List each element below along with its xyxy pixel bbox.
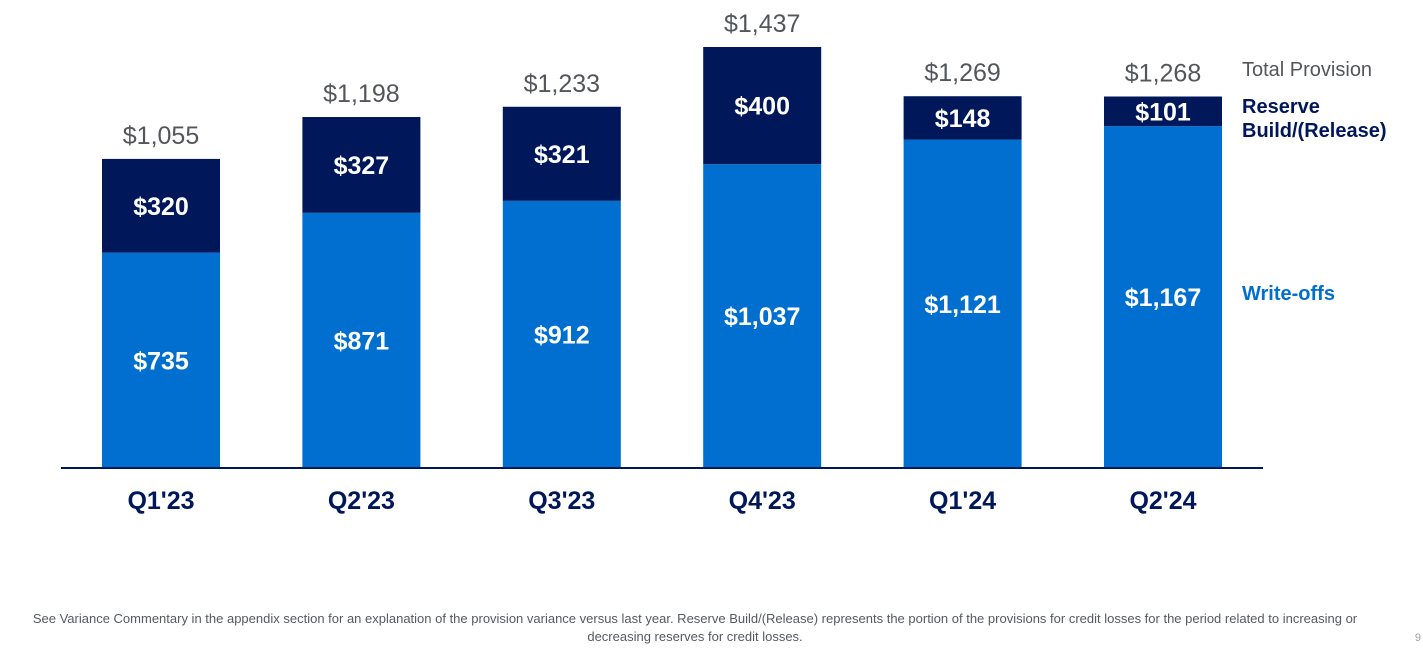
label-reserve: $321 xyxy=(534,141,590,169)
label-write-offs: $1,121 xyxy=(924,291,1001,319)
bar-write-offs xyxy=(903,139,1022,468)
category-tick-label: Q2'24 xyxy=(1129,487,1196,515)
bar-write-offs xyxy=(102,252,220,468)
legend: Total Provision Reserve Build/(Release) … xyxy=(1242,59,1386,305)
label-reserve: $400 xyxy=(734,93,790,121)
bar-write-offs xyxy=(1104,126,1222,468)
label-total: $1,198 xyxy=(323,80,399,108)
label-reserve: $320 xyxy=(133,193,189,221)
label-total: $1,233 xyxy=(524,70,600,98)
bars-layer xyxy=(102,47,1222,468)
category-tick-label: Q1'24 xyxy=(929,487,996,515)
footnote: See Variance Commentary in the appendix … xyxy=(32,611,1358,644)
label-write-offs: $735 xyxy=(133,347,189,375)
label-reserve: $148 xyxy=(935,105,991,133)
category-tick-label: Q4'23 xyxy=(729,487,796,515)
bar-reserve xyxy=(302,117,421,213)
label-write-offs: $1,167 xyxy=(1125,284,1201,312)
category-tick-label: Q2'23 xyxy=(328,487,395,515)
label-write-offs: $1,037 xyxy=(724,303,800,331)
category-tick-label: Q1'23 xyxy=(127,487,194,515)
label-total: $1,268 xyxy=(1125,60,1201,88)
provision-chart: $735 $320 $1,055 Q1'23 $871 $327 $1,198 Q2'23 $9… xyxy=(61,10,1386,515)
legend-write-offs: Write-offs xyxy=(1242,283,1335,305)
label-write-offs: $871 xyxy=(334,327,390,355)
bar-write-offs xyxy=(302,212,421,468)
category-tick-label: Q3'23 xyxy=(528,487,595,515)
labels-layer: $735 $320 $1,055 Q1'23 $871 $327 $1,198 Q2'23 $9… xyxy=(123,10,1201,515)
bar-reserve xyxy=(1104,96,1222,127)
bar-write-offs xyxy=(502,200,621,468)
label-write-offs: $912 xyxy=(534,321,590,349)
bar-reserve xyxy=(502,106,621,201)
bar-reserve xyxy=(903,96,1022,140)
bar-reserve xyxy=(102,158,220,253)
label-total: $1,437 xyxy=(724,10,800,38)
label-reserve: $327 xyxy=(334,152,390,180)
label-total: $1,269 xyxy=(924,59,1000,87)
bar-write-offs xyxy=(703,164,822,468)
bar-reserve xyxy=(703,47,822,165)
label-total: $1,055 xyxy=(123,122,199,150)
legend-reserve-line2: Build/(Release) xyxy=(1242,120,1386,142)
legend-reserve-line1: Reserve xyxy=(1242,96,1320,118)
page-number: 9 xyxy=(1414,632,1421,644)
label-reserve: $101 xyxy=(1135,98,1191,126)
legend-total-provision: Total Provision xyxy=(1242,59,1372,81)
